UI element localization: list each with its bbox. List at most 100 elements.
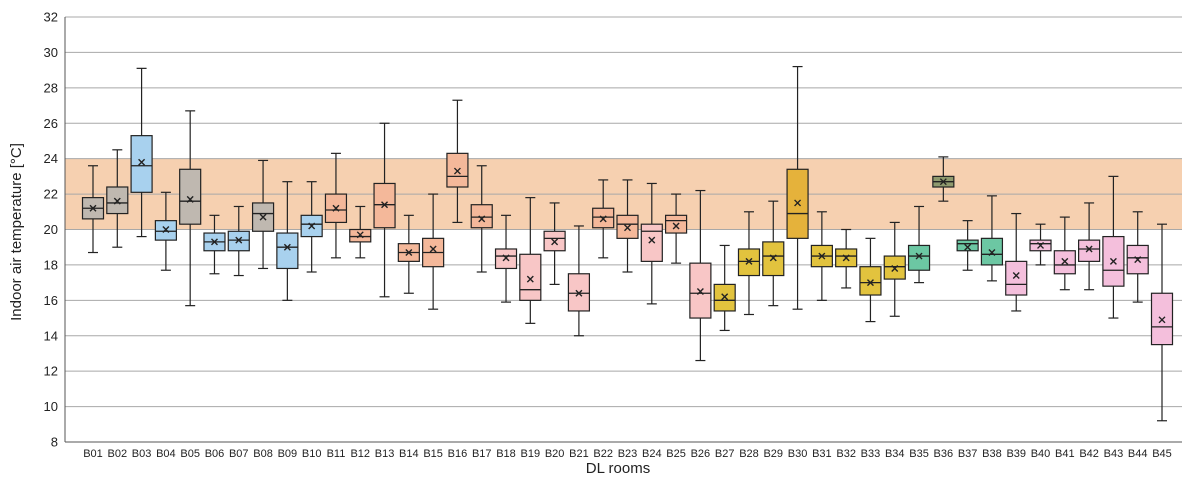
mean-marker [696,287,704,295]
x-tick-label: B24 [642,448,662,460]
x-tick-label: B17 [472,448,492,460]
y-tick-label: 14 [44,328,58,343]
mean-marker [1037,241,1045,249]
y-tick-label: 28 [44,80,58,95]
x-tick-label: B23 [618,448,638,460]
mean-marker [1061,257,1069,265]
mean-marker [1012,272,1020,280]
box-b24 [640,182,663,305]
mean-marker [915,252,923,260]
box-b33 [859,237,882,323]
mean-marker [891,264,899,272]
y-tick-label: 18 [44,257,58,272]
box-b06 [203,214,226,275]
box-b27 [713,244,736,332]
mean-marker [988,249,996,257]
mean-marker [89,204,97,212]
x-tick-label: B12 [350,448,370,460]
x-tick-label: B07 [229,448,249,460]
y-tick-label: 26 [44,116,58,131]
x-tick-label: B43 [1104,448,1124,460]
y-tick-label: 30 [44,45,58,60]
box-b25 [664,193,688,264]
boxes [81,65,1174,422]
box-b35 [907,205,931,284]
iqr-box [956,239,979,252]
x-tick-label: B05 [180,448,200,460]
mean-marker [478,215,486,223]
mean-marker [381,201,389,209]
box-b01 [81,165,105,254]
x-tick-label: B39 [1006,448,1026,460]
x-tick-label: B09 [278,448,298,460]
x-tick-label: B37 [958,448,978,460]
y-tick-label: 32 [44,10,58,25]
box-b20 [543,202,566,285]
box-b31 [810,211,833,301]
box-b23 [616,179,639,273]
x-tick-label: B14 [399,448,419,460]
box-b17 [470,165,493,273]
iqr-box [470,204,493,229]
x-tick-label: B38 [982,448,1002,460]
x-tick-label: B04 [156,448,176,460]
mean-marker [745,257,753,265]
y-tick-label: 16 [44,293,58,308]
x-tick-label: B28 [739,448,759,460]
mean-marker [939,178,947,186]
mean-marker [186,195,194,203]
y-tick-label: 12 [44,364,58,379]
box-b42 [1078,202,1101,291]
box-b38 [980,195,1004,282]
mean-marker [453,167,461,175]
box-b28 [737,211,761,316]
mean-marker [1085,245,1093,253]
box-b10 [300,181,323,273]
x-tick-label: B40 [1031,448,1051,460]
x-tick-label: B33 [861,448,881,460]
mean-marker [648,236,656,244]
x-tick-label: B19 [521,448,541,460]
x-tick-label: B44 [1128,448,1148,460]
box-b34 [883,221,906,317]
x-tick-label: B45 [1152,448,1172,460]
mean-marker [235,236,243,244]
mean-marker [842,254,850,262]
box-b14 [397,214,420,294]
box-b02 [106,149,129,248]
mean-marker [332,204,340,212]
mean-marker [283,243,291,251]
mean-marker [526,275,534,283]
mean-marker [162,226,170,233]
mean-marker [210,238,218,246]
iqr-box [519,253,542,301]
box-b16 [446,99,469,224]
x-tick-label: B16 [448,448,468,460]
mean-marker [113,197,121,205]
x-tick-label: B34 [885,448,905,460]
box-b07 [227,205,250,277]
x-tick-label: B11 [327,448,346,460]
x-tick-label: B22 [593,448,613,460]
x-tick-label: B08 [253,448,273,460]
box-b26 [689,189,712,362]
x-tick-label: B31 [812,448,832,460]
mean-marker [138,158,146,166]
x-tick-label: B01 [83,448,103,460]
x-tick-label: B25 [666,448,686,460]
box-b12 [349,205,372,259]
y-tick-label: 8 [51,435,58,450]
iqr-box [179,168,202,225]
x-tick-label: B27 [715,448,735,460]
x-axis-title: DL rooms [586,460,650,477]
box-b44 [1126,211,1149,303]
y-tick-label: 22 [44,187,58,202]
mean-marker [1158,316,1166,324]
x-tick-label: B06 [205,448,225,460]
box-b04 [154,191,177,271]
box-b40 [1029,223,1052,266]
mean-marker [866,279,874,287]
iqr-box [276,232,299,270]
box-b08 [251,159,275,270]
mean-marker [502,254,510,262]
